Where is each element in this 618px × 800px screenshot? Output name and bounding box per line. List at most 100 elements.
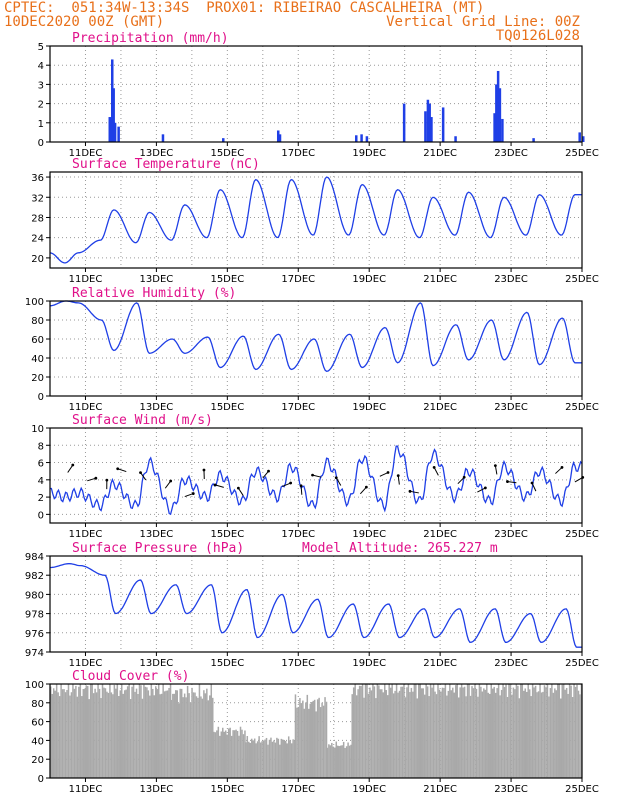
header-date: 10DEC2020 00Z (GMT) [4,14,165,30]
wind-arrow [433,467,439,476]
wind-arrow [87,477,96,482]
cloud-bar [198,684,201,778]
panel-frame [49,555,583,653]
precip-bar [495,84,498,142]
cloud-bar [344,747,346,778]
cloud-bar [465,696,467,778]
y-tick-label: 976 [25,629,44,640]
cloud-bar [376,684,379,778]
x-tick-label: 13DEC [140,402,174,413]
cloud-bar [537,691,540,778]
cloud-bar [248,741,250,778]
cloud-bar [51,693,53,778]
cloud-bar [568,684,571,778]
precip-bar [493,113,496,142]
cloud-bar [259,742,262,778]
wind-arrow [312,474,322,478]
cloud-bar [300,703,303,778]
cloud-bar [322,705,325,778]
cloud-bar [457,697,460,778]
cloud-bar [162,684,164,778]
cloud-bar [552,692,555,778]
cloud-bar [542,691,544,778]
header-code: TQ0126L028 [495,28,580,44]
cloud-bar [132,684,135,778]
cloud-bar [531,684,534,778]
cloud-bar [533,687,535,778]
cloud-bar [352,687,355,778]
panel-3: 0 2 4 6 8 10 11DEC 13DEC 15DEC 17DEC 19DEC 21DEC 23D… [31,413,599,540]
cloud-bar [515,684,518,778]
cloud-bar [157,684,160,778]
cloud-bar [287,736,290,778]
cloud-bar [447,690,450,778]
cloud-bar [490,684,492,778]
cloud-bar [450,690,453,778]
cloud-bar [182,697,184,778]
cloud-bar [557,684,559,778]
cloud-bar [188,693,190,778]
cloud-bar [373,686,376,778]
cloud-bar [543,685,546,778]
cloud-bar [420,688,423,778]
y-tick-label: 0 [38,392,44,403]
wind-arrow [237,487,244,496]
x-tick-label: 13DEC [140,658,174,669]
cloud-bar [560,698,562,778]
cloud-bar [147,690,150,778]
cloud-bar [496,688,498,778]
cloud-bar [70,692,73,778]
cloud-bar [518,698,521,778]
cloud-bar [159,694,161,778]
wind-arrow-head [94,476,98,480]
cloud-bar [153,695,156,778]
wind-arrow [214,484,224,488]
cloud-bar [170,699,173,778]
x-tick-label: 15DEC [210,274,244,285]
y-tick-label: 100 [25,297,44,308]
y-tick-label: 980 [25,590,44,601]
precip-bar [360,134,363,142]
cloud-bar [106,691,108,778]
cloud-bar [329,745,332,778]
cloud-bar [319,707,322,778]
x-tick-label: 25DEC [565,402,599,413]
wind-arrow [531,482,537,492]
cloud-bar [214,732,217,778]
cloud-bar [305,702,307,778]
precip-bar [454,136,457,142]
cloud-bar [238,735,240,778]
cloud-bar [499,695,501,778]
precip-bar [117,126,120,142]
cloud-bar [276,737,278,778]
y-tick-label: 10 [31,424,44,435]
cloud-bar [138,684,141,778]
cloud-bar [480,686,482,778]
cloud-bar [534,685,537,778]
y-tick-label: 80 [31,699,44,710]
cloud-bar [554,688,556,778]
cloud-bar [123,690,126,778]
cloud-bar [321,702,323,778]
cloud-bar [113,684,116,778]
cloud-bar [345,746,348,778]
cloud-bar [315,711,317,778]
cloud-bar [325,701,328,778]
cloud-bar [524,688,527,778]
cloud-bar [250,738,253,778]
cloud-bar [392,693,395,778]
panel-title: Surface Pressure (hPa) [72,541,244,556]
cloud-bar [413,684,416,778]
cloud-bar [530,696,532,778]
cloud-bar [206,688,208,778]
cloud-bar [459,687,461,778]
cloud-bar [444,684,447,778]
precip-bar [426,99,430,142]
cloud-bar [143,684,145,778]
cloud-bar [303,708,306,778]
cloud-bar [223,731,225,778]
cloud-bar [489,693,491,778]
x-tick-label: 23DEC [494,529,528,540]
precip-bar [424,111,427,142]
cloud-bar [406,687,408,778]
